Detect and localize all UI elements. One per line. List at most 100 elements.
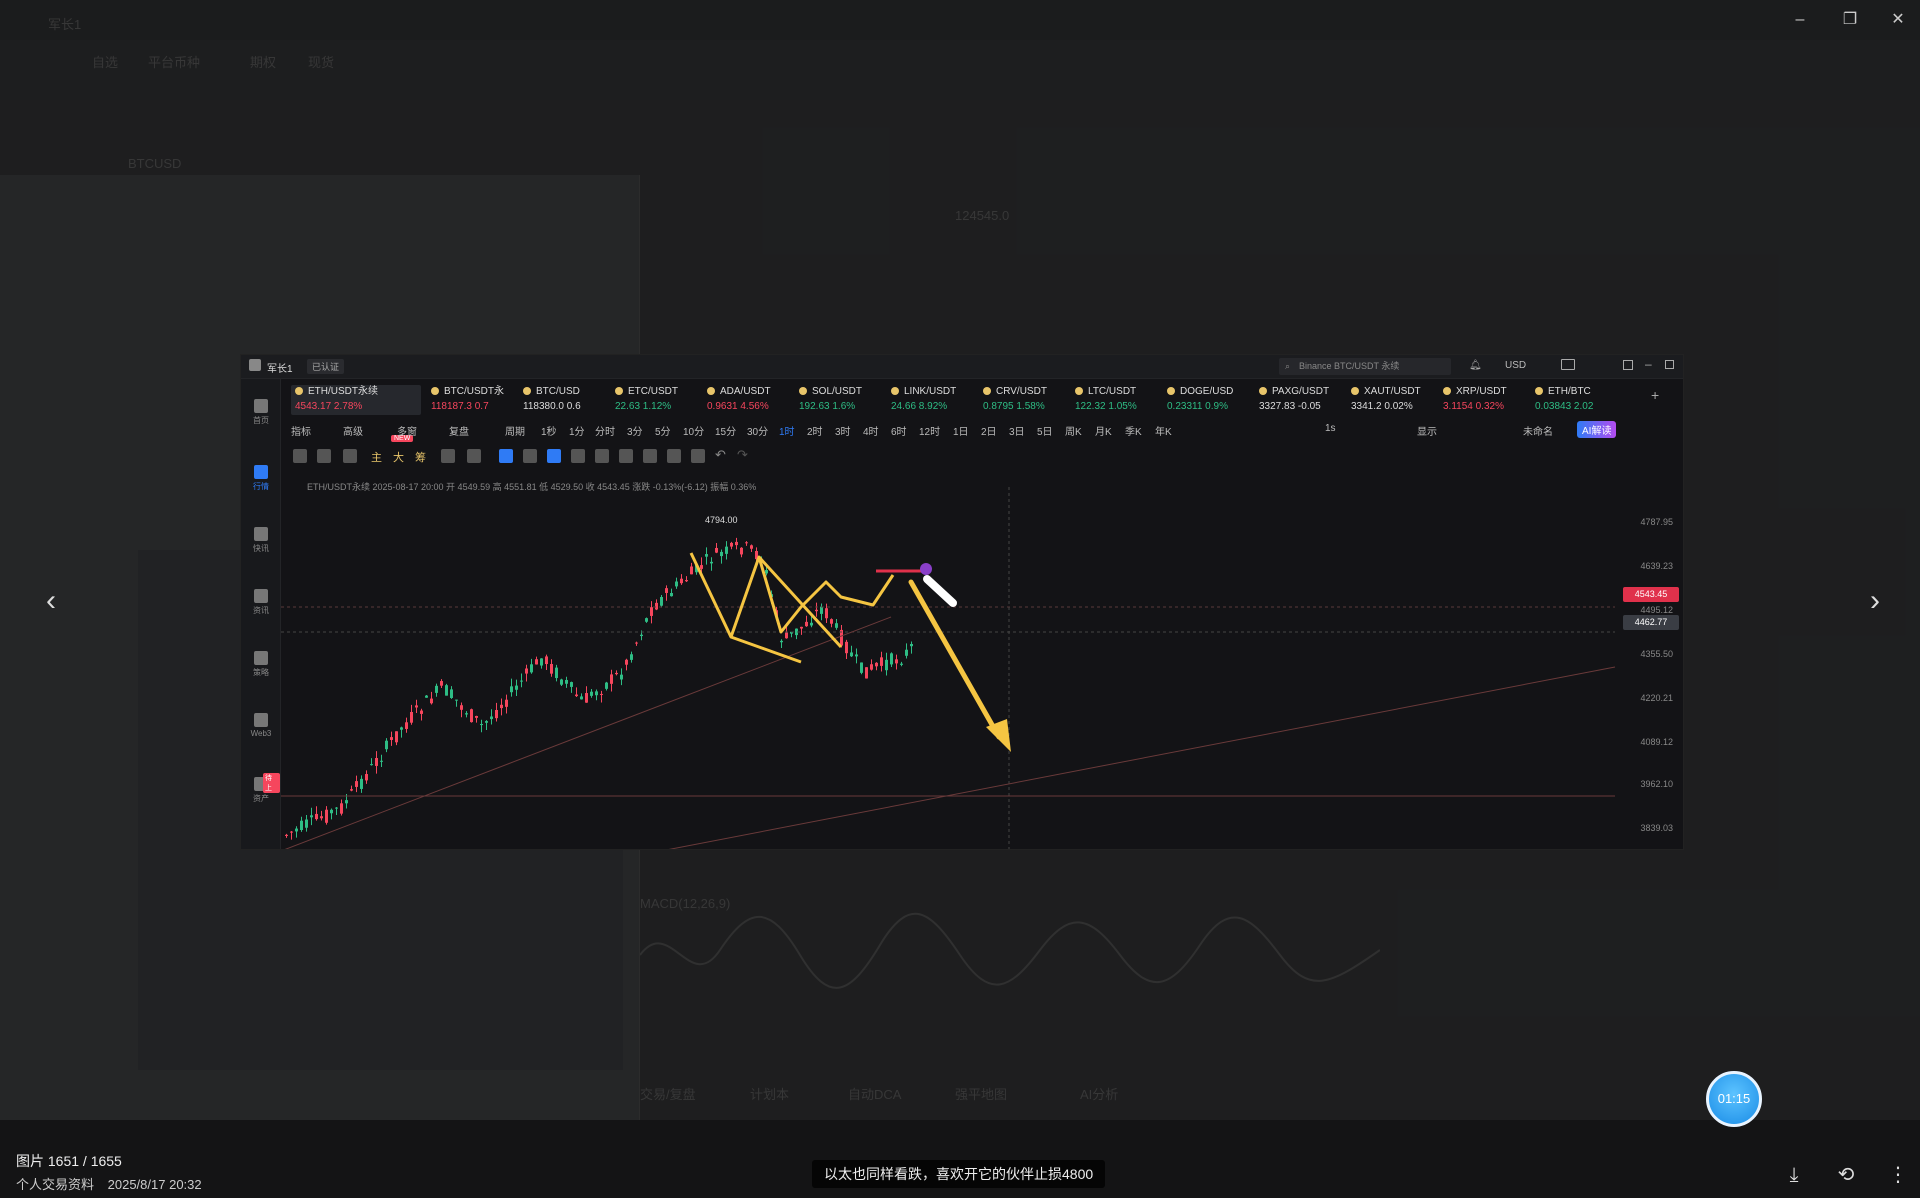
candles-icon[interactable] [571, 449, 585, 463]
redo-icon[interactable]: ↷ [737, 447, 748, 462]
toolbar-unnamed[interactable]: 未命名 [1523, 427, 1553, 438]
ruler-icon[interactable] [523, 449, 537, 463]
tf-1s[interactable]: 1秒 [541, 427, 557, 438]
ai-button[interactable]: AI解读 [1577, 421, 1617, 438]
ticker-item[interactable]: DOGE/USD 0.23311 0.9% [1167, 385, 1259, 415]
sidebar-item-web3[interactable]: Web3 [241, 713, 281, 738]
magnet-icon[interactable] [643, 449, 657, 463]
record-timer[interactable]: 01:15 [1706, 1071, 1762, 1127]
shot-minimize-icon[interactable]: – [1645, 357, 1652, 371]
draw-icon[interactable] [547, 449, 561, 463]
tf-12h[interactable]: 12时 [919, 427, 941, 438]
ticker-item[interactable]: SOL/USDT 192.63 1.6% [799, 385, 891, 415]
ticker-item[interactable]: XRP/USDT 3.1154 0.32% [1443, 385, 1535, 415]
toolbar-main[interactable]: 主 [371, 452, 382, 464]
ticker-item[interactable]: ETH/BTC 0.03843 2.02 [1535, 385, 1627, 415]
candle-body [840, 629, 843, 646]
tf-5m[interactable]: 5分 [655, 427, 671, 438]
filter-icon[interactable] [667, 449, 681, 463]
toolbar-multiwindow[interactable]: 多窗 [397, 427, 417, 438]
tf-timeshare[interactable]: 分时 [595, 427, 615, 438]
background-price-mark: 124545.0 [955, 208, 1010, 223]
note-icon[interactable] [619, 449, 633, 463]
tf-week[interactable]: 周K [1065, 427, 1082, 438]
ticker-item[interactable]: CRV/USDT 0.8795 1.58% [983, 385, 1075, 415]
toolbar-advanced[interactable]: 高级 [343, 427, 363, 438]
toolbar-display[interactable]: 显示 [1417, 427, 1437, 438]
sidebar-item-news[interactable]: 快讯 [241, 527, 281, 554]
candle-body [295, 828, 298, 832]
tf-3m[interactable]: 3分 [627, 427, 643, 438]
ticker-item[interactable]: ETH/USDT永续 4543.17 2.78% [291, 385, 421, 415]
sidebar-item-strategy[interactable]: 策略 [241, 651, 281, 678]
tf-1m[interactable]: 1分 [569, 427, 585, 438]
toolbar-chips[interactable]: 筹 [415, 452, 426, 464]
candle-body [735, 541, 738, 546]
toolbar-indicators[interactable]: 指标 [291, 427, 311, 438]
tf-3d[interactable]: 3日 [1009, 427, 1025, 438]
popout-icon[interactable] [1623, 360, 1633, 370]
ticker-item[interactable]: LINK/USDT 24.66 8.92% [891, 385, 983, 415]
add-ticker-icon[interactable]: + [1651, 387, 1660, 403]
tf-2d[interactable]: 2日 [981, 427, 997, 438]
tf-1h[interactable]: 1时 [779, 427, 795, 438]
dots-icon[interactable] [343, 449, 357, 463]
toolbar-replay[interactable]: 复盘 [449, 427, 469, 438]
close-icon[interactable]: ✕ [1891, 11, 1905, 28]
rotate-icon[interactable]: ⟲ [1837, 1164, 1855, 1186]
tf-15m[interactable]: 15分 [715, 427, 737, 438]
toolbar-period[interactable]: 周期 [505, 427, 525, 438]
tf-month[interactable]: 月K [1095, 427, 1112, 438]
ticker-item[interactable]: BTC/USD 118380.0 0.6 [523, 385, 615, 415]
ticker-item[interactable]: XAUT/USDT 3341.2 0.02% [1351, 385, 1443, 415]
tf-5d[interactable]: 5日 [1037, 427, 1053, 438]
select-icon[interactable] [499, 449, 513, 463]
restore-icon[interactable]: ❐ [1842, 11, 1858, 28]
tf-year[interactable]: 年K [1155, 427, 1172, 438]
tf-3h[interactable]: 3时 [835, 427, 851, 438]
mail-icon[interactable] [1561, 359, 1575, 370]
candle-body [860, 662, 863, 673]
tf-2h[interactable]: 2时 [807, 427, 823, 438]
candle-body [865, 667, 868, 679]
shot-search-input[interactable]: Binance BTC/USDT 永续 [1279, 358, 1451, 375]
lock-icon[interactable] [595, 449, 609, 463]
pencil-icon[interactable] [293, 449, 307, 463]
tf-quarter[interactable]: 季K [1125, 427, 1142, 438]
tf-4h[interactable]: 4时 [863, 427, 879, 438]
line-icon[interactable] [317, 449, 331, 463]
sidebar-item-market[interactable]: 行情 [241, 465, 281, 492]
download-icon[interactable]: ⤓ [1789, 1164, 1799, 1186]
ticker-item[interactable]: ETC/USDT 22.63 1.12% [615, 385, 707, 415]
tf-6h[interactable]: 6时 [891, 427, 907, 438]
candle-body [640, 634, 643, 637]
currency-select[interactable]: USD [1505, 360, 1527, 371]
undo-icon[interactable]: ↶ [715, 447, 726, 462]
ticker-item[interactable]: BTC/USDT永 118187.3 0.7 [431, 385, 523, 415]
more-icon[interactable]: ⋮ [1888, 1164, 1908, 1186]
sidebar-item-home[interactable]: 首页 [241, 399, 281, 426]
tf-right[interactable]: 1s [1325, 423, 1336, 434]
minimize-icon[interactable]: – [1795, 11, 1805, 28]
ticker-item[interactable]: ADA/USDT 0.9631 4.56% [707, 385, 799, 415]
copy-icon[interactable] [441, 449, 455, 463]
trash-icon[interactable] [691, 449, 705, 463]
next-image-button[interactable]: › [1860, 586, 1890, 616]
ticker-item[interactable]: LTC/USDT 122.32 1.05% [1075, 385, 1167, 415]
candle-body [625, 659, 628, 665]
candle-body [520, 680, 523, 682]
bell-icon[interactable]: 🔔︎ [1469, 360, 1482, 371]
shot-maximize-icon[interactable] [1665, 360, 1674, 369]
toolbar-big[interactable]: 大 [393, 452, 404, 464]
sidebar-badge: 待上 [263, 773, 280, 793]
candlestick-chart[interactable] [281, 487, 1684, 850]
tf-30m[interactable]: 30分 [747, 427, 769, 438]
sidebar-item-info[interactable]: 资讯 [241, 589, 281, 616]
tf-10m[interactable]: 10分 [683, 427, 705, 438]
brush-icon[interactable] [467, 449, 481, 463]
candle-body [490, 716, 493, 720]
tf-1d[interactable]: 1日 [953, 427, 969, 438]
ticker-item[interactable]: PAXG/USDT 3327.83 -0.05 [1259, 385, 1351, 415]
prev-image-button[interactable]: ‹ [36, 586, 66, 616]
candle-body [370, 764, 373, 766]
